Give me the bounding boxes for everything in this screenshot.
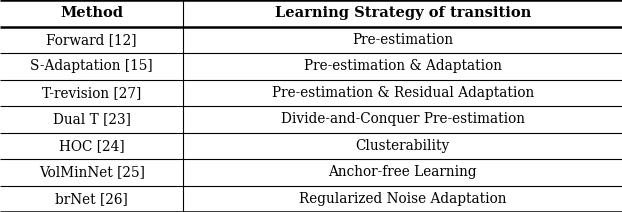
Text: Clusterability: Clusterability — [356, 139, 450, 153]
Text: Regularized Noise Adaptation: Regularized Noise Adaptation — [299, 192, 506, 206]
Text: Dual T [23]: Dual T [23] — [53, 112, 131, 126]
Text: Divide-and-Conquer Pre-estimation: Divide-and-Conquer Pre-estimation — [281, 112, 525, 126]
Text: S-Adaptation [15]: S-Adaptation [15] — [30, 59, 153, 73]
Text: Forward [12]: Forward [12] — [47, 33, 137, 47]
Text: Method: Method — [60, 6, 123, 20]
Text: Pre-estimation & Residual Adaptation: Pre-estimation & Residual Adaptation — [272, 86, 534, 100]
Text: Pre-estimation: Pre-estimation — [352, 33, 453, 47]
Text: T-revision [27]: T-revision [27] — [42, 86, 141, 100]
Text: HOC [24]: HOC [24] — [59, 139, 124, 153]
Text: Learning Strategy of transition: Learning Strategy of transition — [275, 6, 531, 20]
Text: brNet [26]: brNet [26] — [55, 192, 128, 206]
Text: VolMinNet [25]: VolMinNet [25] — [39, 165, 145, 179]
Text: Pre-estimation & Adaptation: Pre-estimation & Adaptation — [304, 59, 502, 73]
Text: Anchor-free Learning: Anchor-free Learning — [328, 165, 477, 179]
